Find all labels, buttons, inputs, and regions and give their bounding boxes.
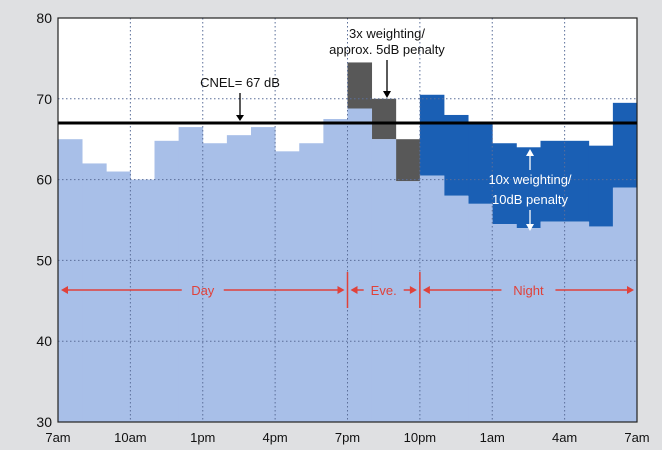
evening-pointer-arrowhead — [383, 91, 391, 98]
x-tick-label: 4am — [552, 430, 577, 445]
x-tick-label: 1pm — [190, 430, 215, 445]
hourly-level-bar — [299, 143, 324, 423]
plot-frame — [57, 17, 638, 423]
hourly-level-bar — [251, 127, 276, 422]
hourly-level-bar — [106, 171, 131, 422]
hourly-level-bar — [130, 179, 155, 422]
y-tick-label: 70 — [36, 91, 52, 107]
period-arrowhead-left — [61, 286, 68, 294]
period-label: Night — [513, 283, 544, 298]
hourly-level-bar — [275, 151, 300, 422]
hourly-level-bar — [419, 175, 445, 422]
period-arrowhead-right — [409, 286, 417, 294]
hourly-level-bar — [202, 143, 228, 423]
night-penalty-bar — [564, 140, 590, 222]
night-penalty-bar — [419, 94, 445, 176]
night-penalty-bar — [540, 140, 566, 222]
period-arrowhead-right — [627, 286, 634, 294]
night-penalty-bar — [492, 143, 517, 225]
evening-annotation-line2: approx. 5dB penalty — [329, 42, 445, 57]
night-pointer-up-arrowhead — [526, 149, 534, 156]
y-tick-label: 30 — [36, 414, 52, 430]
hourly-level-bar — [444, 195, 469, 422]
hourly-level-bar — [468, 203, 493, 422]
evening-penalty-bar — [395, 139, 421, 182]
y-tick-label: 50 — [36, 252, 52, 268]
hourly-level-bar — [154, 140, 180, 423]
period-label: Eve. — [371, 283, 397, 298]
hourly-level-bar — [347, 108, 373, 422]
hourly-level-bar — [58, 139, 83, 422]
hourly-level-bar — [178, 127, 204, 422]
night-penalty-bar — [468, 123, 493, 204]
hourly-level-bar — [492, 224, 517, 422]
y-tick-label: 60 — [36, 172, 52, 188]
hourly-level-bar — [564, 221, 590, 422]
night-penalty-bar — [588, 145, 614, 227]
x-tick-label: 10am — [114, 430, 147, 445]
hourly-level-bar — [371, 139, 397, 422]
evening-penalty-bar — [347, 62, 373, 109]
night-pointer-down-arrowhead — [526, 224, 534, 231]
hourly-level-bar — [323, 119, 348, 422]
cnel-pointer-arrowhead — [236, 115, 244, 122]
period-label: Day — [191, 283, 215, 298]
hourly-level-bar — [226, 135, 252, 422]
evening-penalty-bar — [371, 98, 397, 140]
x-tick-label: 7pm — [335, 430, 360, 445]
hourly-level-bar — [516, 228, 541, 422]
x-tick-label: 10pm — [404, 430, 437, 445]
hourly-level-bar — [82, 163, 107, 422]
cnel-label: CNEL= 67 dB — [200, 75, 280, 90]
y-tick-label: 40 — [36, 333, 52, 349]
night-annotation-line1: 10x weighting/ — [488, 172, 571, 187]
night-penalty-bar — [612, 102, 638, 188]
night-annotation-line2: 10dB penalty — [492, 192, 568, 207]
x-tick-label: 7am — [624, 430, 649, 445]
evening-annotation-line1: 3x weighting/ — [349, 26, 425, 41]
hourly-level-bar — [540, 221, 566, 422]
hourly-level-bar — [588, 226, 614, 422]
night-penalty-bar — [516, 147, 541, 229]
period-arrowhead-right — [337, 286, 345, 294]
hourly-level-bar — [395, 181, 421, 422]
period-arrowhead-left — [422, 286, 430, 294]
x-tick-label: 4pm — [262, 430, 287, 445]
night-penalty-bar — [444, 114, 469, 196]
x-tick-label: 7am — [45, 430, 70, 445]
hourly-level-bar — [612, 187, 638, 422]
period-arrowhead-left — [350, 286, 358, 294]
y-tick-label: 80 — [36, 10, 52, 26]
x-tick-label: 1am — [480, 430, 505, 445]
